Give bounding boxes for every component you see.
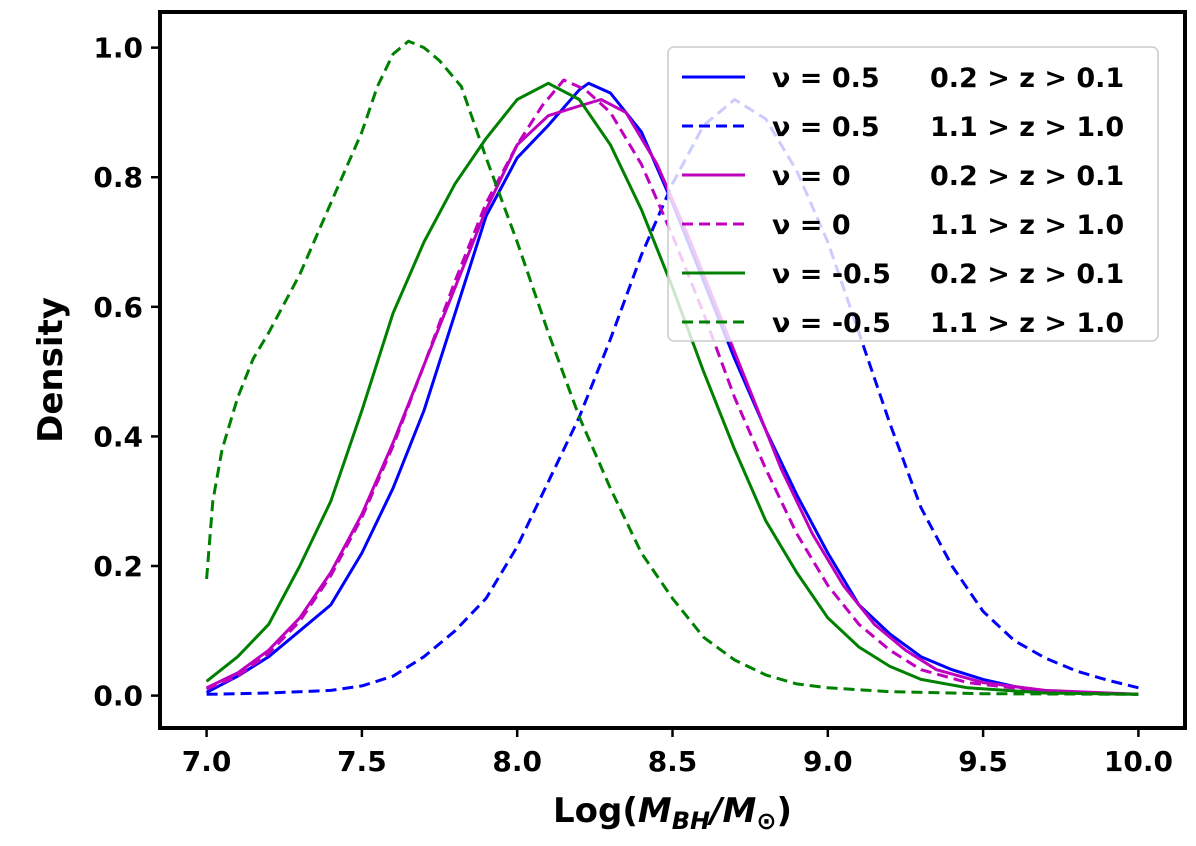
series-line-4 [206, 78, 1139, 696]
legend-box [667, 46, 1159, 342]
series-line-5 [205, 81, 1139, 696]
series-line-3 [205, 98, 1139, 696]
x-tick-label: 7.0 [182, 745, 232, 778]
legend-label-z: 0.2 > z > 0.1 [930, 63, 1124, 94]
legend-entry: ν = 0.5 0.2 > z > 0.1 [682, 63, 1124, 94]
x-tick-label: 7.5 [337, 745, 387, 778]
legend-label-nu: ν = 0.5 [772, 112, 880, 143]
legend-entry: ν = 0 0.2 > z > 0.1 [682, 161, 1124, 192]
series-line-6 [205, 39, 1139, 696]
legend-entry: ν = -0.5 1.1 > z > 1.0 [682, 308, 1124, 339]
legend-label-nu: ν = 0.5 [772, 63, 880, 94]
x-tick-label: 9.5 [958, 745, 1008, 778]
x-axis-title-prefix: Log( [553, 791, 638, 831]
y-axis-ticks: 0.0 0.2 0.4 0.6 0.8 1.0 [93, 32, 160, 713]
x-tick-label: 10.0 [1104, 745, 1173, 778]
legend-entry: ν = 0.5 1.1 > z > 1.0 [682, 112, 1124, 143]
plot-frame [158, 10, 1187, 730]
x-axis-title-sub-bh: BH [672, 807, 710, 835]
legend-label-z: 1.1 > z > 1.0 [930, 308, 1124, 339]
y-tick-label: 0.4 [93, 420, 143, 453]
legend-label-z: 1.1 > z > 1.0 [930, 112, 1124, 143]
x-axis-title-suffix: ) [776, 791, 792, 831]
y-tick-label: 1.0 [93, 32, 143, 65]
legend-label-z: 1.1 > z > 1.0 [930, 210, 1124, 241]
legend-entry: ν = 0 1.1 > z > 1.0 [682, 210, 1124, 241]
y-axis-title: Density [31, 297, 71, 443]
y-tick-label: 0.6 [93, 291, 143, 324]
series-line-2 [206, 98, 1139, 696]
x-axis-title-slash-m: /M [706, 791, 756, 831]
x-axis-title: Log(MBH/M⊙) [553, 791, 792, 835]
x-tick-label: 8.5 [648, 745, 698, 778]
legend-entries: ν = 0.5 0.2 > z > 0.1 ν = 0.5 1.1 > z > 1.0… [682, 63, 1124, 339]
legend-label-nu: ν = 0 [772, 161, 851, 192]
series-layer [205, 39, 1139, 696]
legend-label-nu: ν = -0.5 [772, 308, 891, 339]
legend-label-z: 0.2 > z > 0.1 [930, 259, 1124, 290]
x-tick-label: 8.0 [492, 745, 542, 778]
legend-label-nu: ν = 0 [772, 210, 851, 241]
y-tick-label: 0.8 [93, 161, 143, 194]
legend-entry: ν = -0.5 0.2 > z > 0.1 [682, 259, 1124, 290]
x-axis-title-m: M [638, 791, 672, 831]
x-axis-title-sub-sun: ⊙ [756, 807, 776, 835]
y-tick-label: 0.0 [93, 680, 143, 713]
x-tick-label: 9.0 [803, 745, 853, 778]
y-tick-label: 0.2 [93, 550, 143, 583]
legend-label-z: 0.2 > z > 0.1 [930, 161, 1124, 192]
series-line-1 [205, 81, 1139, 696]
x-axis-ticks: 7.0 7.5 8.0 8.5 9.0 9.5 10.0 [182, 728, 1173, 778]
legend: ν = 0.5 0.2 > z > 0.1 ν = 0.5 1.1 > z > 1.0… [667, 46, 1159, 342]
legend-label-nu: ν = -0.5 [772, 259, 891, 290]
